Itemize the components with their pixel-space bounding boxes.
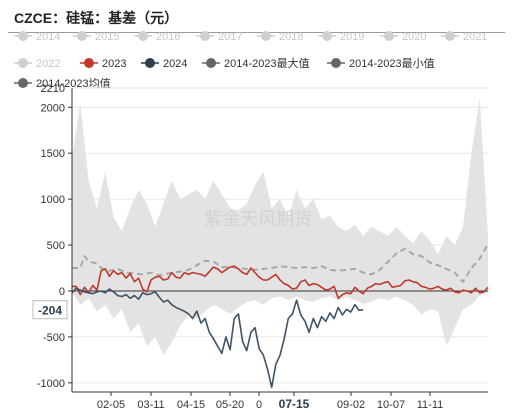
x-tick-label-04-15: 04-15 — [177, 399, 205, 411]
x-tick-label-05-20: 05-20 — [216, 399, 244, 411]
legend-marker-2017 — [200, 31, 210, 41]
x-tick-label-02-05: 02-05 — [97, 399, 125, 411]
legend-label-2021: 2021 — [463, 31, 487, 43]
legend-label-2015: 2015 — [95, 31, 119, 43]
legend-label-2018: 2018 — [279, 31, 303, 43]
legend-label-2020: 2020 — [402, 31, 426, 43]
legend-marker-2019 — [322, 31, 332, 41]
watermark: 紫金天风期货 — [204, 209, 312, 230]
y-tick-label-1500: 1500 — [41, 148, 65, 160]
legend-marker-2014 — [18, 31, 28, 41]
x-tick-label-10-07: 10-07 — [377, 399, 405, 411]
y-top-label: 2210 — [41, 83, 65, 95]
series-line-2024 — [71, 287, 364, 389]
y-tick-label-2000: 2000 — [41, 102, 65, 114]
y-tick-label-500: 500 — [47, 240, 65, 252]
legend-label-2014-2023最小值: 2014-2023最小值 — [349, 57, 435, 70]
legend-marker-2018 — [261, 31, 271, 41]
legend-marker-2016 — [138, 31, 148, 41]
legend-label-2014: 2014 — [36, 31, 60, 43]
legend-marker-2022 — [18, 58, 28, 68]
legend-marker-2015 — [77, 31, 87, 41]
y-tick-label--1000: -1000 — [37, 378, 65, 390]
series-line-2023 — [72, 265, 489, 300]
legend-marker-2024 — [145, 58, 155, 68]
x-tick-label-0: 0 — [256, 399, 262, 411]
legend-marker-2014-2023最小值 — [331, 58, 341, 68]
title-divider — [8, 32, 505, 33]
legend-label-2014-2023均值: 2014-2023均值 — [36, 77, 111, 90]
x-tick-label-03-11: 03-11 — [137, 399, 164, 411]
chart-title: CZCE：硅锰：基差（元） — [14, 10, 179, 26]
legend-label-2024: 2024 — [163, 58, 187, 70]
legend-label-2016: 2016 — [156, 31, 180, 43]
legend-label-2022: 2022 — [36, 58, 60, 70]
x-tick-label-11-11: 11-11 — [417, 399, 444, 411]
legend-label-2017: 2017 — [218, 31, 242, 43]
y-tick-label-1000: 1000 — [41, 194, 65, 206]
legend-marker-2021 — [445, 31, 455, 41]
x-tick-label-07-15: 07-15 — [279, 397, 310, 411]
legend-marker-2014-2023均值 — [18, 78, 28, 88]
y-tick-label--500: -500 — [43, 332, 65, 344]
current-value-badge: -204 — [38, 304, 62, 318]
x-tick-label-09-02: 09-02 — [337, 399, 365, 411]
y-tick-label-0: 0 — [59, 286, 65, 298]
legend-label-2014-2023最大值: 2014-2023最大值 — [224, 56, 310, 70]
legend-marker-2020 — [384, 31, 394, 41]
legend-label-2019: 2019 — [340, 31, 364, 43]
legend-marker-2014-2023最大值 — [206, 58, 216, 68]
current-value-badge-box — [32, 300, 68, 320]
legend-marker-2023 — [84, 58, 94, 68]
legend-label-2023: 2023 — [102, 58, 126, 70]
